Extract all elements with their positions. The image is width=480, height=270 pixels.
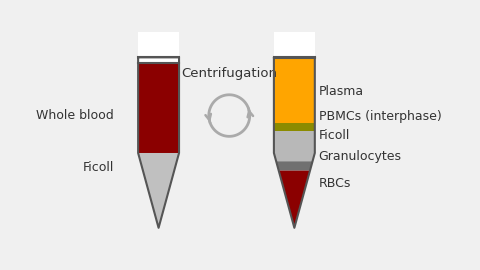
Text: Plasma: Plasma	[319, 85, 364, 98]
Text: Centrifugation: Centrifugation	[181, 68, 277, 80]
Bar	[274, 32, 315, 58]
Bar	[138, 32, 179, 63]
Polygon shape	[138, 153, 179, 228]
Text: Ficoll: Ficoll	[319, 129, 350, 142]
Text: PBMCs (interphase): PBMCs (interphase)	[319, 110, 441, 123]
Bar	[274, 123, 315, 131]
Polygon shape	[279, 171, 310, 228]
Polygon shape	[274, 153, 315, 161]
Text: Ficoll: Ficoll	[83, 161, 114, 174]
Text: Granulocytes: Granulocytes	[319, 150, 402, 163]
Bar	[274, 131, 315, 153]
Bar	[274, 58, 315, 123]
Text: Whole blood: Whole blood	[36, 109, 114, 122]
Bar	[138, 63, 179, 153]
Text: RBCs: RBCs	[319, 177, 351, 190]
Polygon shape	[276, 161, 312, 171]
